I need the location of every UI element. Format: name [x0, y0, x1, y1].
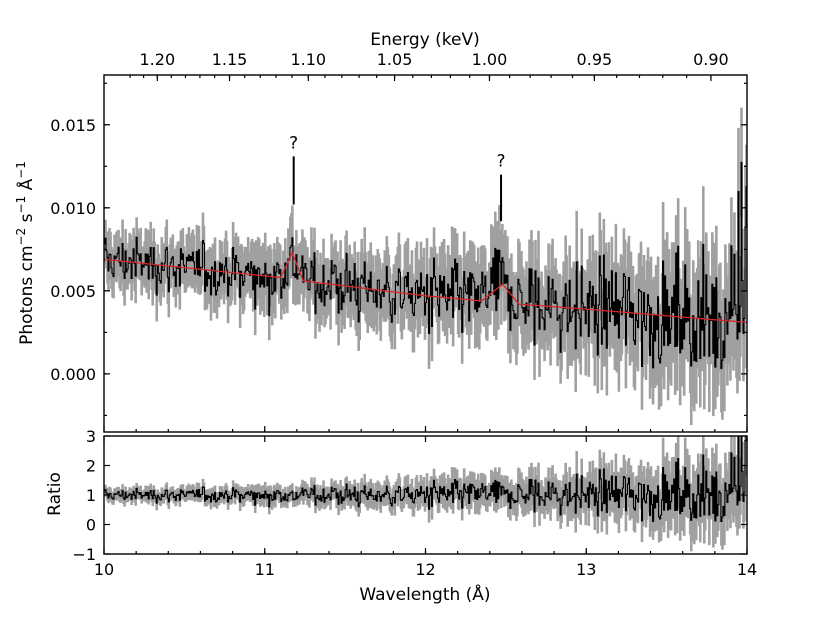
- energy-tick-label: 1.15: [212, 50, 248, 69]
- ratio-data-line: [104, 436, 747, 523]
- y-tick-label: 0.005: [50, 282, 96, 301]
- spectrum-x-ticks: [103, 426, 748, 432]
- ratio-x-ticks: 10 11 12 13 14: [94, 436, 757, 579]
- y-tick-label: 0: [86, 516, 96, 535]
- ratio-error-bars: [104, 436, 747, 552]
- spectrum-error-bars: [104, 107, 747, 425]
- spectrum-y-axis-title-part: −1: [14, 196, 28, 214]
- spectrum-y-axis-title: Photons cm−2 s−1 Å−1: [14, 161, 37, 345]
- ratio-y-axis-title: Ratio: [45, 472, 65, 516]
- energy-tick-label: 0.95: [577, 50, 613, 69]
- y-tick-label: 1: [86, 486, 96, 505]
- wavelength-axis-title: Wavelength (Å): [359, 583, 490, 605]
- spectrum-data-path: [104, 161, 747, 370]
- y-tick-label: 0.010: [50, 199, 96, 218]
- x-tick-label: 13: [576, 560, 596, 579]
- x-tick-label: 10: [94, 560, 114, 579]
- spectrum-data-line: [104, 161, 747, 370]
- energy-tick-label: 1.05: [377, 50, 413, 69]
- x-tick-label: 12: [415, 560, 435, 579]
- energy-axis-title: Energy (keV): [370, 30, 480, 50]
- energy-axis: 1.20 1.15 1.10 1.05 1.00 0.95 0.90: [129, 50, 729, 81]
- x-tick-label: 11: [255, 560, 275, 579]
- spectrum-y-axis-title-part: −1: [14, 161, 28, 179]
- model-curve: [104, 251, 747, 324]
- y-tick-label: 0.000: [50, 365, 96, 384]
- spectrum-y-axis-title-part: −2: [14, 228, 28, 246]
- spectrum-y-axis-title-part: Photons cm: [17, 245, 37, 344]
- energy-tick-label: 1.20: [140, 50, 176, 69]
- y-tick-label: 3: [86, 427, 96, 446]
- annotation-label: ?: [289, 133, 298, 153]
- y-tick-label: 0.015: [50, 116, 96, 135]
- spectrum-y-axis-title-part: s: [17, 213, 37, 227]
- spectrum-y-axis-title-part: Å: [15, 178, 37, 195]
- spectrum-panel: 0.000 0.005 0.010 0.015 1.20 1.15 1.10 1.05 1.0…: [14, 30, 748, 433]
- line-annotations: ??: [289, 133, 506, 222]
- y-tick-label: 2: [86, 457, 96, 476]
- y-tick-label: −1: [72, 545, 96, 564]
- spectrum-frame: [103, 74, 748, 433]
- energy-tick-label: 1.00: [472, 50, 508, 69]
- energy-tick-label: 0.90: [693, 50, 729, 69]
- x-tick-label: 14: [737, 560, 757, 579]
- ratio-data-path: [104, 436, 747, 523]
- annotation-label: ?: [497, 152, 506, 172]
- ratio-frame: [103, 435, 748, 555]
- energy-tick-label: 1.10: [290, 50, 326, 69]
